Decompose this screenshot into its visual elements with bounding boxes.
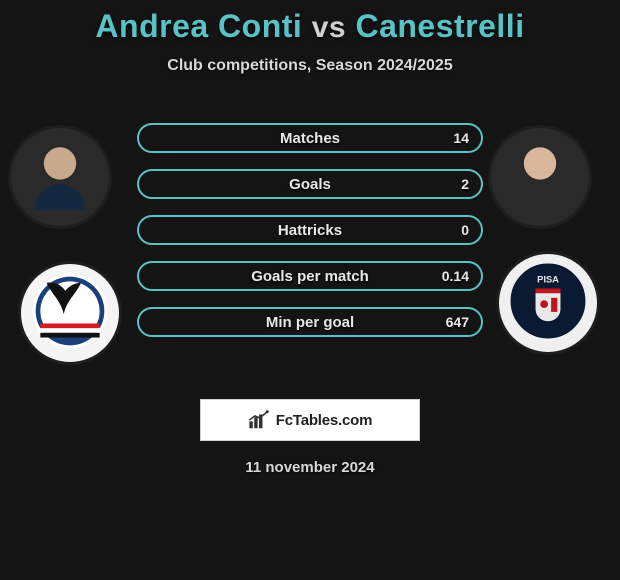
stats-bars: Matches 14 Goals 2 Hattricks 0 Goals per… [137,123,483,353]
stat-row: Hattricks 0 [137,215,483,245]
title-row: Andrea Conti vs Canestrelli [0,8,620,45]
stat-row: Matches 14 [137,123,483,153]
player-right-avatar [488,125,592,229]
stat-label: Matches [139,125,481,151]
sampdoria-icon [31,272,109,355]
vs-label: vs [312,11,346,44]
club-right-crest: PISA [496,251,600,355]
stat-label: Hattricks [139,217,481,243]
svg-text:PISA: PISA [537,274,559,284]
stat-value: 0 [461,217,469,243]
stat-value: 647 [446,309,469,335]
stat-row: Min per goal 647 [137,307,483,337]
comparison-card: Andrea Conti vs Canestrelli Club competi… [0,0,620,476]
club-left-crest [18,261,122,365]
stat-value: 14 [453,125,469,151]
pisa-icon: PISA [509,262,587,345]
subtitle: Club competitions, Season 2024/2025 [0,57,620,75]
person-icon [503,138,577,217]
player-left-avatar [8,125,112,229]
stat-label: Goals per match [139,263,481,289]
stat-value: 2 [461,171,469,197]
brand-box: FcTables.com [200,399,420,441]
stat-row: Goals 2 [137,169,483,199]
stat-row: Goals per match 0.14 [137,261,483,291]
brand-text: FcTables.com [276,412,373,429]
player-right-name: Canestrelli [355,8,524,44]
body: PISA Matches 14 Goals 2 Hattricks 0 [0,103,620,363]
player-left-name: Andrea Conti [95,8,302,44]
stat-value: 0.14 [442,263,469,289]
date-label: 11 november 2024 [0,459,620,476]
stat-label: Min per goal [139,309,481,335]
person-icon [23,138,97,217]
stat-label: Goals [139,171,481,197]
brand-chart-icon [248,410,270,430]
